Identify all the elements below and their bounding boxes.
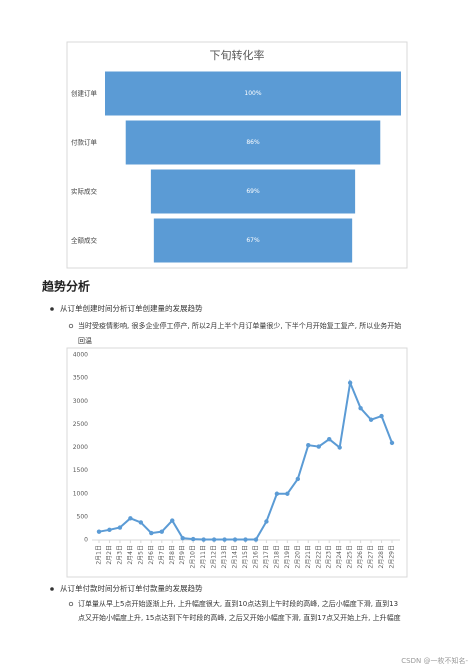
sub-bullet xyxy=(68,323,74,329)
point xyxy=(107,527,112,533)
bullet-text: 从订单创建时间分析订单创建量的发展趋势 xyxy=(60,303,203,313)
chart-title: 下旬转化率 xyxy=(210,48,265,62)
y-tick-label: 4000 xyxy=(73,352,88,359)
point xyxy=(211,537,217,542)
value-label: 67% xyxy=(246,237,260,244)
point xyxy=(327,436,332,442)
x-tick-label: 2月14日 xyxy=(232,545,239,568)
x-tick-label: 2月10日 xyxy=(190,545,197,568)
y-tick-label: 3500 xyxy=(73,375,88,382)
x-tick-label: 2月26日 xyxy=(357,545,364,568)
sub-text: 回温 xyxy=(78,336,92,345)
x-tick-label: 2月24日 xyxy=(336,545,343,568)
x-tick-label: 2月19日 xyxy=(284,545,291,568)
funnel-bar xyxy=(105,71,401,116)
point xyxy=(170,518,175,523)
point xyxy=(128,516,133,521)
point xyxy=(149,530,154,536)
x-tick-label: 2月8日 xyxy=(169,545,176,565)
category-label: 全额成交 xyxy=(71,236,98,245)
x-tick-label: 2月18日 xyxy=(273,545,280,568)
point xyxy=(138,520,144,525)
category-label: 创建订单 xyxy=(71,89,98,98)
sub-bullet xyxy=(68,601,74,607)
x-tick-label: 2月1日 xyxy=(96,545,103,565)
x-tick-label: 2月9日 xyxy=(179,545,186,565)
y-tick-label: 3000 xyxy=(73,398,88,405)
sub-text: 当时受疫情影响, 很多企业停工停产, 所以2月上半个月订单量很少, 下半个月开始… xyxy=(78,321,401,330)
x-tick-label: 2月23日 xyxy=(326,545,333,568)
point xyxy=(159,529,164,534)
x-tick-label: 2月12日 xyxy=(211,545,218,568)
x-tick-label: 2月11日 xyxy=(200,545,207,568)
y-tick-label: 500 xyxy=(77,513,89,520)
watermark: CSDN @一枚不知名- xyxy=(401,656,468,665)
x-tick-label: 2月4日 xyxy=(127,545,134,565)
x-tick-label: 2月5日 xyxy=(137,545,144,565)
x-tick-label: 2月27日 xyxy=(368,545,375,568)
point xyxy=(347,380,353,385)
point xyxy=(285,491,290,496)
point xyxy=(96,529,102,534)
bullet-text: 从订单付款时间分析订单付款量的发展趋势 xyxy=(60,583,203,593)
y-tick-label: 2000 xyxy=(73,444,88,451)
x-tick-label: 2月25日 xyxy=(347,545,354,568)
sub-text: 点又开始小幅度上升, 15点达到下午时段的高峰, 之后又开始小幅度下滑, 直到1… xyxy=(78,613,401,622)
point xyxy=(358,405,363,411)
x-tick-label: 2月21日 xyxy=(305,545,312,568)
heading: 趋势分析 xyxy=(42,279,90,294)
point xyxy=(316,444,321,449)
x-tick-label: 2月29日 xyxy=(389,545,396,568)
x-tick-label: 2月17日 xyxy=(263,545,270,568)
point xyxy=(379,413,384,419)
y-tick-label: 2500 xyxy=(73,421,88,428)
x-tick-label: 2月7日 xyxy=(158,545,165,565)
point xyxy=(117,525,123,530)
x-tick-label: 2月22日 xyxy=(315,545,322,568)
point xyxy=(201,537,206,542)
point xyxy=(337,445,342,450)
value-label: 69% xyxy=(246,188,260,195)
y-tick-label: 0 xyxy=(84,537,88,544)
point xyxy=(232,537,238,542)
sub-text: 订单量从早上5点开始逐渐上升, 上升幅度很大, 直到10点达到上午时段的高峰, … xyxy=(78,599,398,608)
x-tick-label: 2月20日 xyxy=(294,545,301,568)
point xyxy=(180,535,185,541)
point xyxy=(306,442,311,448)
x-tick-label: 2月13日 xyxy=(221,545,228,568)
x-tick-label: 2月16日 xyxy=(252,545,259,568)
point xyxy=(295,476,301,482)
point xyxy=(222,537,227,542)
x-tick-label: 2月3日 xyxy=(116,545,123,565)
point xyxy=(368,417,374,422)
y-tick-label: 1500 xyxy=(73,467,88,474)
funnel-bar xyxy=(125,120,381,165)
bullet xyxy=(50,307,54,311)
bullet xyxy=(50,587,54,591)
x-tick-label: 2月28日 xyxy=(378,545,385,568)
point xyxy=(264,519,269,524)
y-tick-label: 1000 xyxy=(73,490,88,497)
x-tick-label: 2月6日 xyxy=(148,545,155,565)
point xyxy=(253,537,259,542)
line-frame xyxy=(66,347,408,578)
point xyxy=(389,440,395,446)
point xyxy=(190,536,196,542)
x-tick-label: 2月2日 xyxy=(106,545,113,565)
x-tick-label: 2月15日 xyxy=(242,545,249,568)
funnel-bar xyxy=(150,169,356,214)
value-label: 100% xyxy=(244,90,261,97)
funnel-bar xyxy=(153,218,353,263)
point xyxy=(274,491,280,496)
category-label: 付款订单 xyxy=(71,138,98,147)
point xyxy=(243,537,248,542)
value-label: 86% xyxy=(246,139,260,146)
category-label: 实际成交 xyxy=(71,187,98,196)
